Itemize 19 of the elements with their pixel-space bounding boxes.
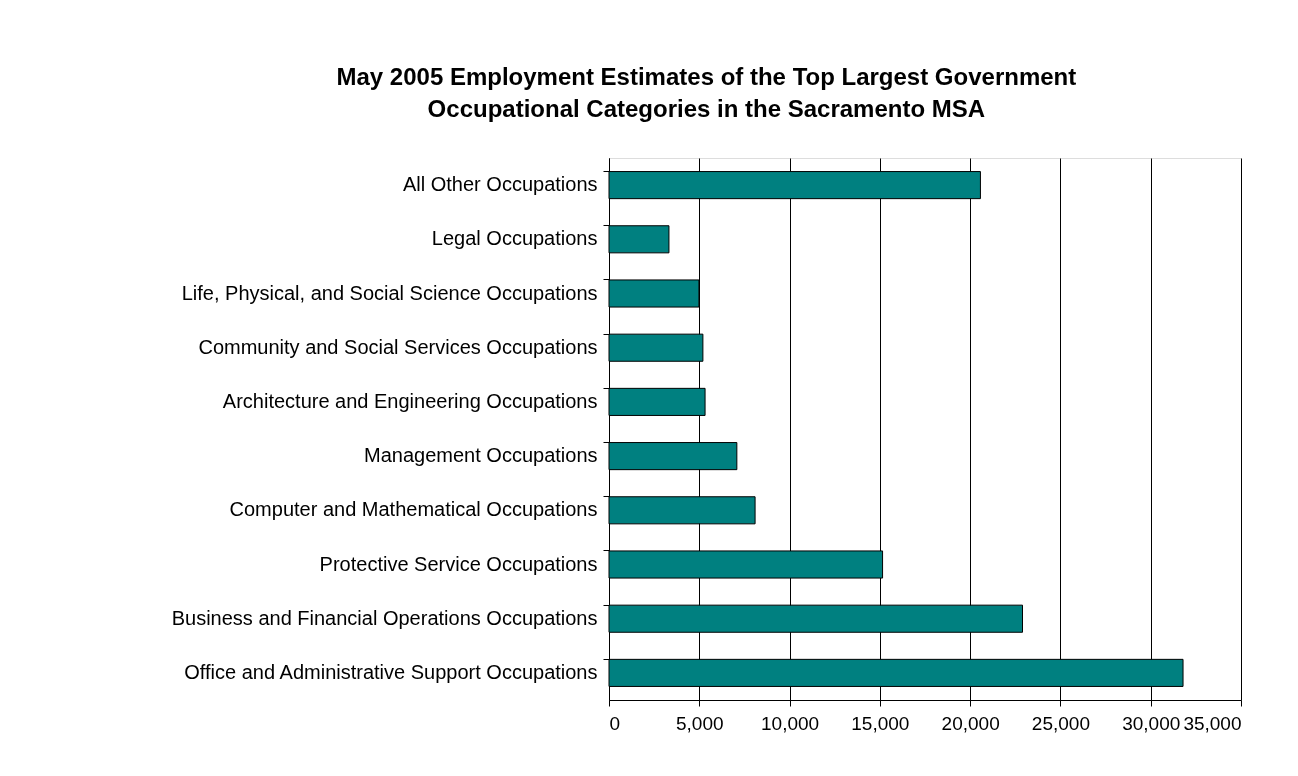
y-tick-label: Business and Financial Operations Occupations (171, 606, 598, 629)
y-tick-label: Protective Service Occupations (319, 552, 598, 575)
x-tick-label: 10,000 (761, 712, 820, 734)
y-tick-label: Life, Physical, and Social Science Occupations (181, 281, 598, 304)
chart-title: May 2005 Employment Estimates of the Top Largest Government Occupational Categories in the Sacramento MSA (336, 63, 1077, 122)
x-tick-label: 0 (609, 712, 621, 734)
x-tick-label: 20,000 (941, 712, 1000, 734)
x-tick-label: 5,000 (676, 712, 724, 734)
x-tick-label: 35,000 (1183, 712, 1242, 734)
y-tick-label: Legal Occupations (431, 227, 598, 250)
y-tick-label: Architecture and Engineering Occupations (222, 389, 598, 412)
y-tick-label: Office and Administrative Support Occupations (184, 660, 598, 683)
y-tick-label: Management Occupations (364, 444, 598, 467)
y-tick-label: Computer and Mathematical Occupations (229, 498, 598, 521)
y-tick-label: Community and Social Services Occupations (198, 335, 598, 358)
x-tick-label: 25,000 (1031, 712, 1090, 734)
y-tick-label: All Other Occupations (402, 173, 598, 196)
x-tick-label: 30,000 (1122, 712, 1181, 734)
x-tick-label: 15,000 (851, 712, 910, 734)
